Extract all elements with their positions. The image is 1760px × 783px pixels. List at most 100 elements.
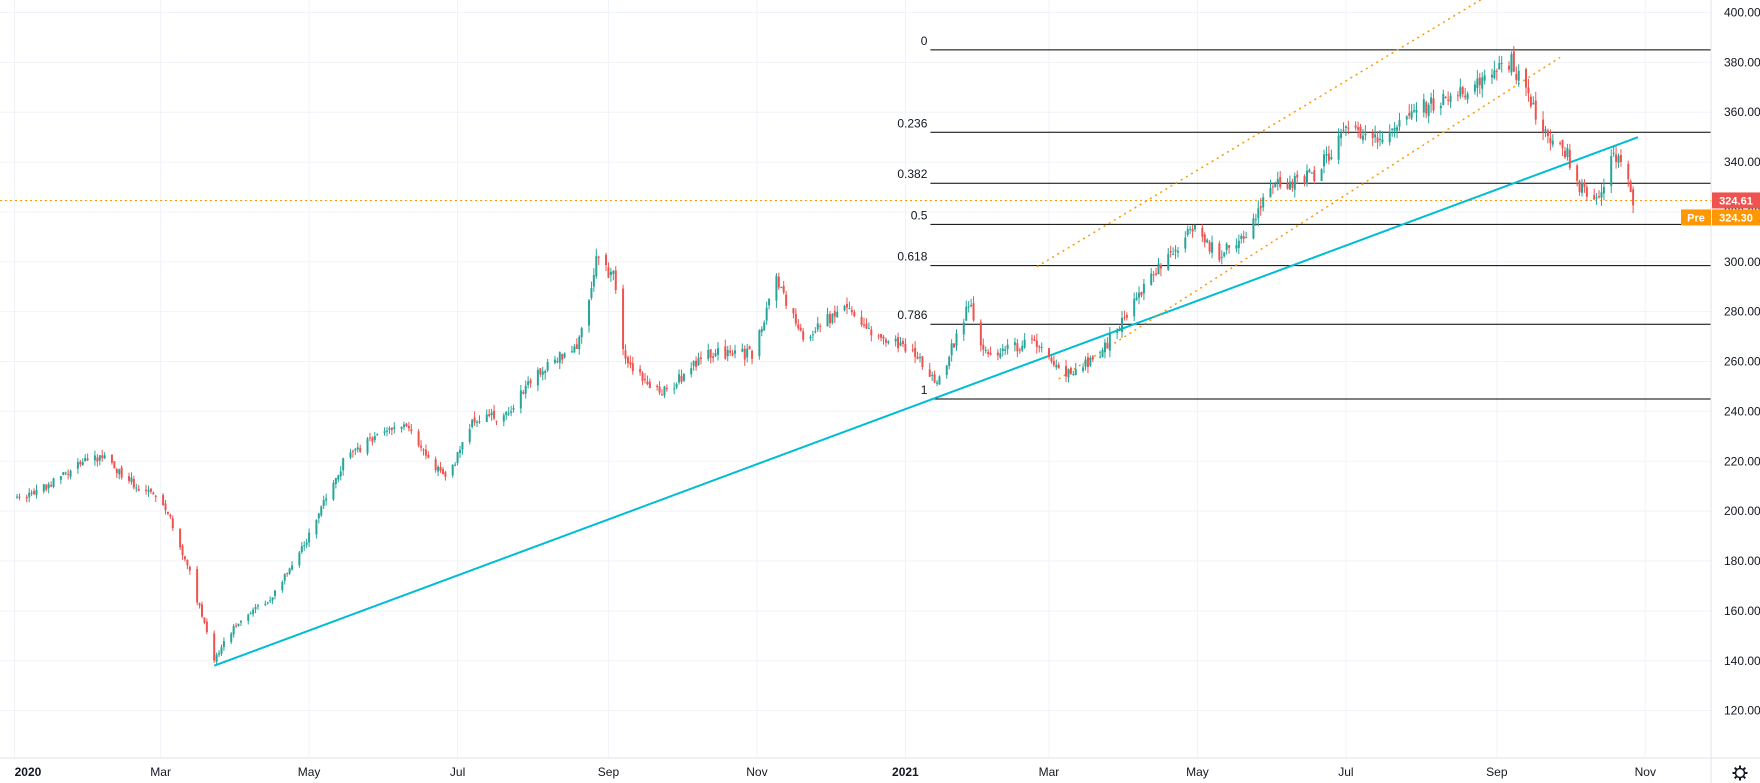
fibonacci-retracement[interactable]: 0 0.236 0.382 0.5 0.618 0.786 1 — [897, 34, 1711, 400]
candle — [1534, 91, 1537, 125]
candle — [914, 341, 917, 364]
candle — [987, 348, 990, 358]
candle — [254, 604, 257, 614]
x-tick-label: May — [298, 765, 321, 779]
candle — [996, 349, 999, 361]
candle — [1203, 232, 1206, 248]
candle — [1585, 184, 1588, 202]
candle — [1347, 120, 1350, 135]
candle — [1069, 366, 1072, 376]
candle — [1595, 193, 1598, 205]
candle — [1118, 325, 1121, 332]
candle — [682, 373, 685, 383]
trendlines[interactable] — [0, 0, 1711, 667]
candle — [1116, 328, 1119, 340]
candle — [1099, 350, 1102, 359]
candle — [1040, 342, 1043, 353]
candle — [1500, 56, 1503, 73]
candle — [1408, 104, 1411, 119]
candle — [921, 355, 924, 370]
candle — [371, 436, 374, 446]
candle — [709, 349, 712, 364]
candle — [16, 493, 19, 499]
candle — [656, 384, 659, 391]
candle — [18, 493, 21, 501]
candle — [145, 484, 148, 495]
candle — [213, 630, 216, 664]
x-tick-label: Jul — [1338, 765, 1353, 779]
candle — [1422, 93, 1425, 118]
support-trendline[interactable] — [213, 136, 1639, 667]
candle — [1340, 128, 1343, 147]
candle — [218, 650, 221, 658]
candle — [154, 494, 157, 502]
candle — [965, 300, 968, 322]
candle — [595, 248, 598, 279]
candle — [1286, 178, 1289, 190]
parallel-channel-line[interactable] — [1058, 56, 1561, 380]
candle — [1167, 247, 1170, 271]
candle — [1189, 225, 1192, 235]
x-tick-label: Nov — [746, 765, 767, 779]
candle — [712, 352, 715, 363]
candle — [524, 380, 527, 399]
candle — [120, 465, 123, 480]
candle — [303, 541, 306, 551]
candle — [884, 337, 887, 347]
candle — [646, 375, 649, 386]
candle — [1444, 95, 1447, 99]
candle — [473, 411, 476, 426]
candle — [1082, 363, 1085, 373]
candle — [1001, 344, 1004, 357]
candle — [1211, 235, 1214, 259]
candle — [135, 483, 138, 493]
candle — [592, 268, 595, 292]
candle — [1476, 70, 1479, 97]
candle — [101, 449, 104, 462]
candle — [1581, 178, 1584, 197]
candle — [1632, 186, 1635, 214]
candle — [843, 304, 846, 312]
candle — [30, 489, 33, 497]
candle — [984, 346, 987, 354]
candle — [1194, 224, 1197, 232]
candle — [1228, 245, 1231, 254]
candle — [1563, 146, 1566, 160]
gear-icon[interactable] — [1732, 765, 1748, 781]
y-tick-label: 140.00 — [1724, 654, 1760, 668]
candle — [1442, 89, 1445, 106]
candle — [337, 474, 340, 483]
candle — [1074, 362, 1077, 376]
candle — [1176, 247, 1179, 258]
candle — [1138, 286, 1141, 305]
candle — [802, 328, 805, 343]
candle — [505, 410, 508, 421]
candle — [1381, 131, 1384, 145]
candle — [1257, 200, 1260, 227]
candle — [729, 345, 732, 357]
candle — [1220, 250, 1223, 265]
candle — [1033, 335, 1036, 341]
candle — [609, 268, 612, 282]
candle — [758, 329, 761, 360]
candle — [468, 423, 471, 445]
candle — [349, 448, 352, 460]
candle — [1004, 345, 1007, 355]
candle — [950, 339, 953, 362]
pre-market-badge: Pre — [1687, 212, 1705, 224]
candle — [1388, 124, 1391, 146]
candle — [427, 451, 430, 459]
candle — [62, 471, 65, 476]
parallel-channel-line[interactable] — [1036, 0, 1485, 268]
candle — [368, 432, 371, 442]
candle — [188, 565, 191, 575]
candle — [510, 405, 513, 417]
candle — [724, 339, 727, 360]
candle — [59, 476, 62, 485]
candle — [536, 367, 539, 392]
candle — [171, 515, 174, 531]
candle — [164, 499, 167, 515]
